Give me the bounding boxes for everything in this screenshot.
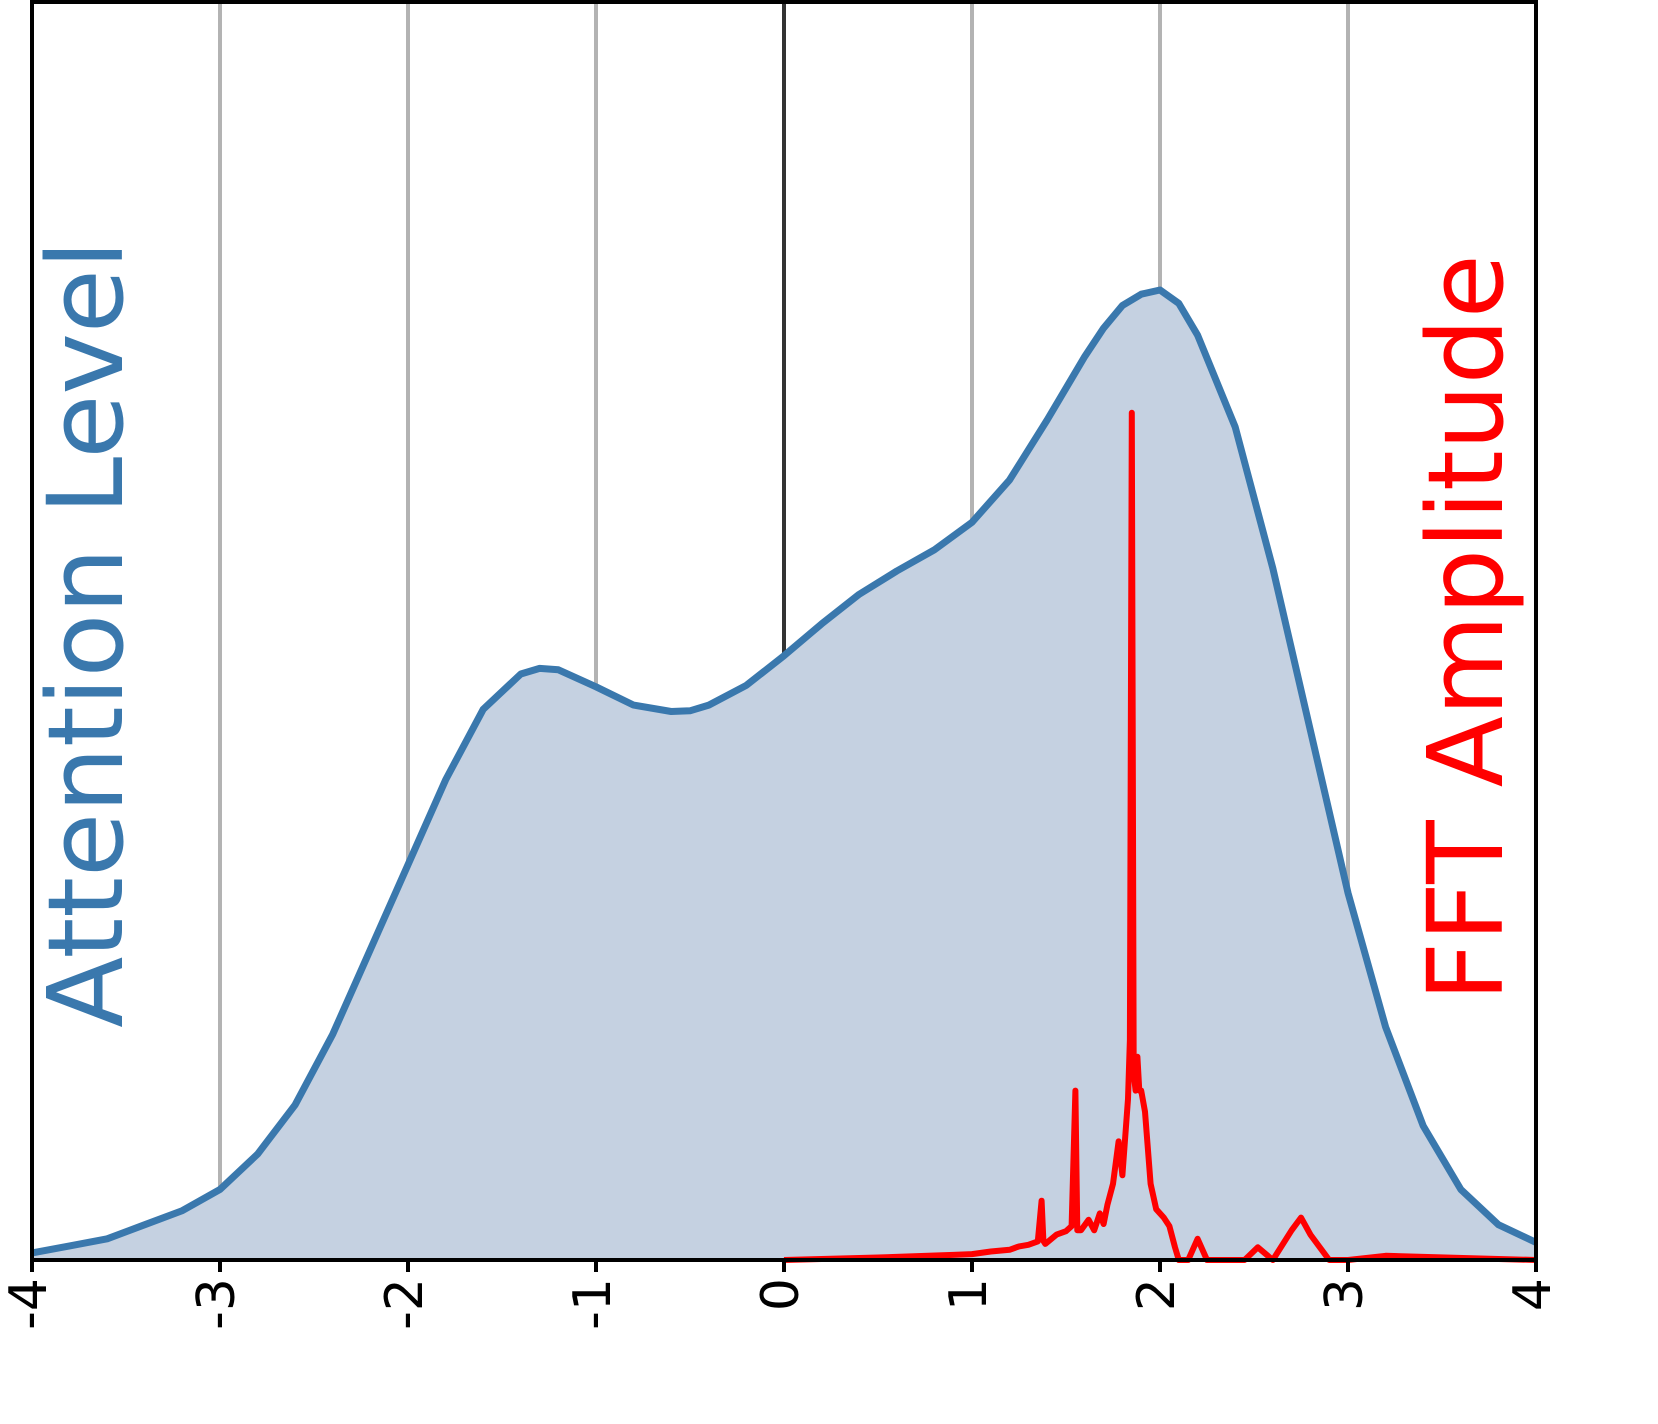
attention-area-fill	[32, 290, 1536, 1260]
x-tick-label: -2	[375, 1278, 435, 1330]
x-tick-label: 0	[751, 1278, 811, 1311]
fft-amplitude-line	[783, 409, 1537, 1263]
x-tick-label: -4	[0, 1278, 59, 1330]
attention-level-label: Attention Level	[25, 240, 147, 1028]
x-tick-label: 1	[939, 1278, 999, 1311]
x-tick-label: 2	[1127, 1278, 1187, 1311]
x-tick-label: 4	[1503, 1278, 1563, 1311]
fft-amplitude-label: FFT Amplitude	[1405, 254, 1527, 1001]
attention-line	[31, 286, 1538, 1257]
x-tick-label: -3	[187, 1278, 247, 1330]
x-tick-label: -1	[563, 1278, 623, 1330]
x-tick-label: 3	[1315, 1278, 1375, 1311]
x-axis: -4 -3 -2 -1 0 1 2 3 4	[0, 1260, 1563, 1330]
